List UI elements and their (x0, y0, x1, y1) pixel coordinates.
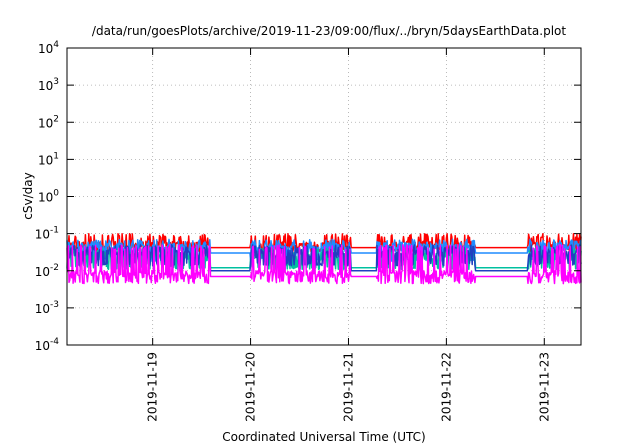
y-tick-label: 100 (38, 189, 59, 205)
y-tick-label: 10-4 (35, 337, 60, 353)
y-tick-label: 102 (38, 114, 59, 130)
x-axis-label: Coordinated Universal Time (UTC) (222, 430, 425, 444)
y-axis-label: cSv/day (21, 172, 35, 219)
series-line (66, 244, 582, 285)
axis-ticks: 10-4 10-3 10-2 10-1 100 101 102 103 104 2019-11-1… (35, 40, 581, 422)
y-tick-label: 101 (38, 151, 59, 167)
x-tick-label: 2019-11-23 (537, 352, 551, 422)
chart-title: /data/run/goesPlots/archive/2019-11-23/0… (92, 24, 566, 38)
x-tick-label: 2019-11-20 (244, 352, 258, 422)
y-tick-label: 10-1 (35, 226, 59, 242)
data-series (66, 232, 582, 285)
y-tick-label: 10-2 (35, 263, 59, 279)
y-tick-label: 104 (38, 40, 59, 56)
y-tick-label: 10-3 (35, 300, 59, 316)
grid (67, 48, 581, 345)
x-tick-label: 2019-11-22 (439, 352, 453, 422)
x-tick-label: 2019-11-21 (341, 352, 355, 422)
y-tick-label: 103 (38, 77, 59, 93)
x-tick-label: 2019-11-19 (146, 352, 160, 422)
